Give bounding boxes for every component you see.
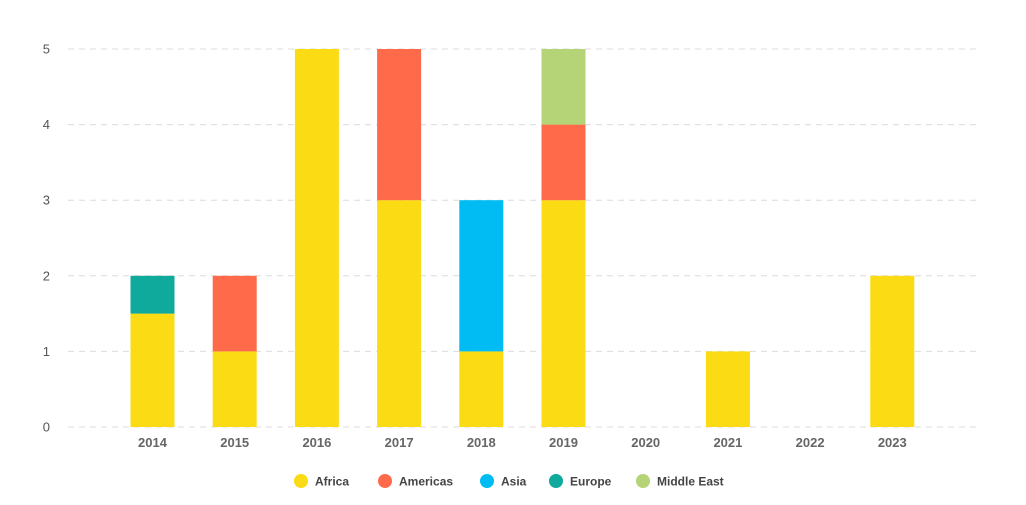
- grid-lines: [68, 48, 980, 428]
- legend-swatch: [378, 474, 392, 488]
- bar-africa-2021[interactable]: [705, 351, 750, 427]
- bar-africa-2015[interactable]: [212, 351, 257, 427]
- legend-swatch: [549, 474, 563, 488]
- x-axis-ticks: 2014 2015 2016 2017 2018 2019 2020 2021 2022 2023: [138, 435, 907, 450]
- bar-asia-2018[interactable]: [459, 200, 504, 352]
- y-tick-label: 3: [43, 193, 50, 208]
- bar-africa-2018[interactable]: [459, 351, 504, 427]
- legend-swatch: [294, 474, 308, 488]
- bar-americas-2017[interactable]: [377, 49, 422, 201]
- x-tick-label: 2022: [796, 435, 825, 450]
- y-tick-label: 5: [43, 42, 50, 57]
- y-tick-label: 2: [43, 268, 50, 283]
- bar-europe-2014[interactable]: [130, 275, 175, 314]
- legend-label: Asia: [501, 475, 527, 489]
- bars: [130, 49, 915, 427]
- y-tick-label: 4: [43, 117, 50, 132]
- bar-americas-2015[interactable]: [212, 275, 257, 352]
- x-tick-label: 2019: [549, 435, 578, 450]
- legend-item-europe[interactable]: Europe: [549, 474, 612, 489]
- bar-africa-2017[interactable]: [377, 200, 422, 427]
- legend-swatch: [636, 474, 650, 488]
- bar-africa-2014[interactable]: [130, 313, 175, 427]
- bar-middle-east-2019[interactable]: [541, 49, 586, 125]
- bar-africa-2019[interactable]: [541, 200, 586, 427]
- x-tick-label: 2017: [385, 435, 414, 450]
- x-tick-label: 2018: [467, 435, 496, 450]
- legend-label: Europe: [570, 475, 612, 489]
- legend-item-africa[interactable]: Africa: [294, 474, 349, 489]
- x-tick-label: 2023: [878, 435, 907, 450]
- legend-item-americas[interactable]: Americas: [378, 474, 453, 489]
- bar-africa-2016[interactable]: [294, 49, 339, 427]
- legend-label: Americas: [399, 475, 453, 489]
- x-tick-label: 2015: [220, 435, 249, 450]
- legend: Africa Americas Asia Europe Middle East: [294, 474, 724, 489]
- y-tick-label: 0: [43, 420, 50, 435]
- x-tick-label: 2016: [302, 435, 331, 450]
- legend-swatch: [480, 474, 494, 488]
- x-tick-label: 2020: [631, 435, 660, 450]
- x-tick-label: 2014: [138, 435, 168, 450]
- legend-label: Middle East: [657, 475, 724, 489]
- legend-item-asia[interactable]: Asia: [480, 474, 527, 489]
- legend-item-middle-east[interactable]: Middle East: [636, 474, 724, 489]
- bar-africa-2023[interactable]: [870, 275, 915, 427]
- y-axis-ticks: 0 1 2 3 4 5: [43, 42, 50, 435]
- bar-americas-2019[interactable]: [541, 124, 586, 201]
- x-tick-label: 2021: [713, 435, 742, 450]
- y-tick-label: 1: [43, 344, 50, 359]
- legend-label: Africa: [315, 475, 349, 489]
